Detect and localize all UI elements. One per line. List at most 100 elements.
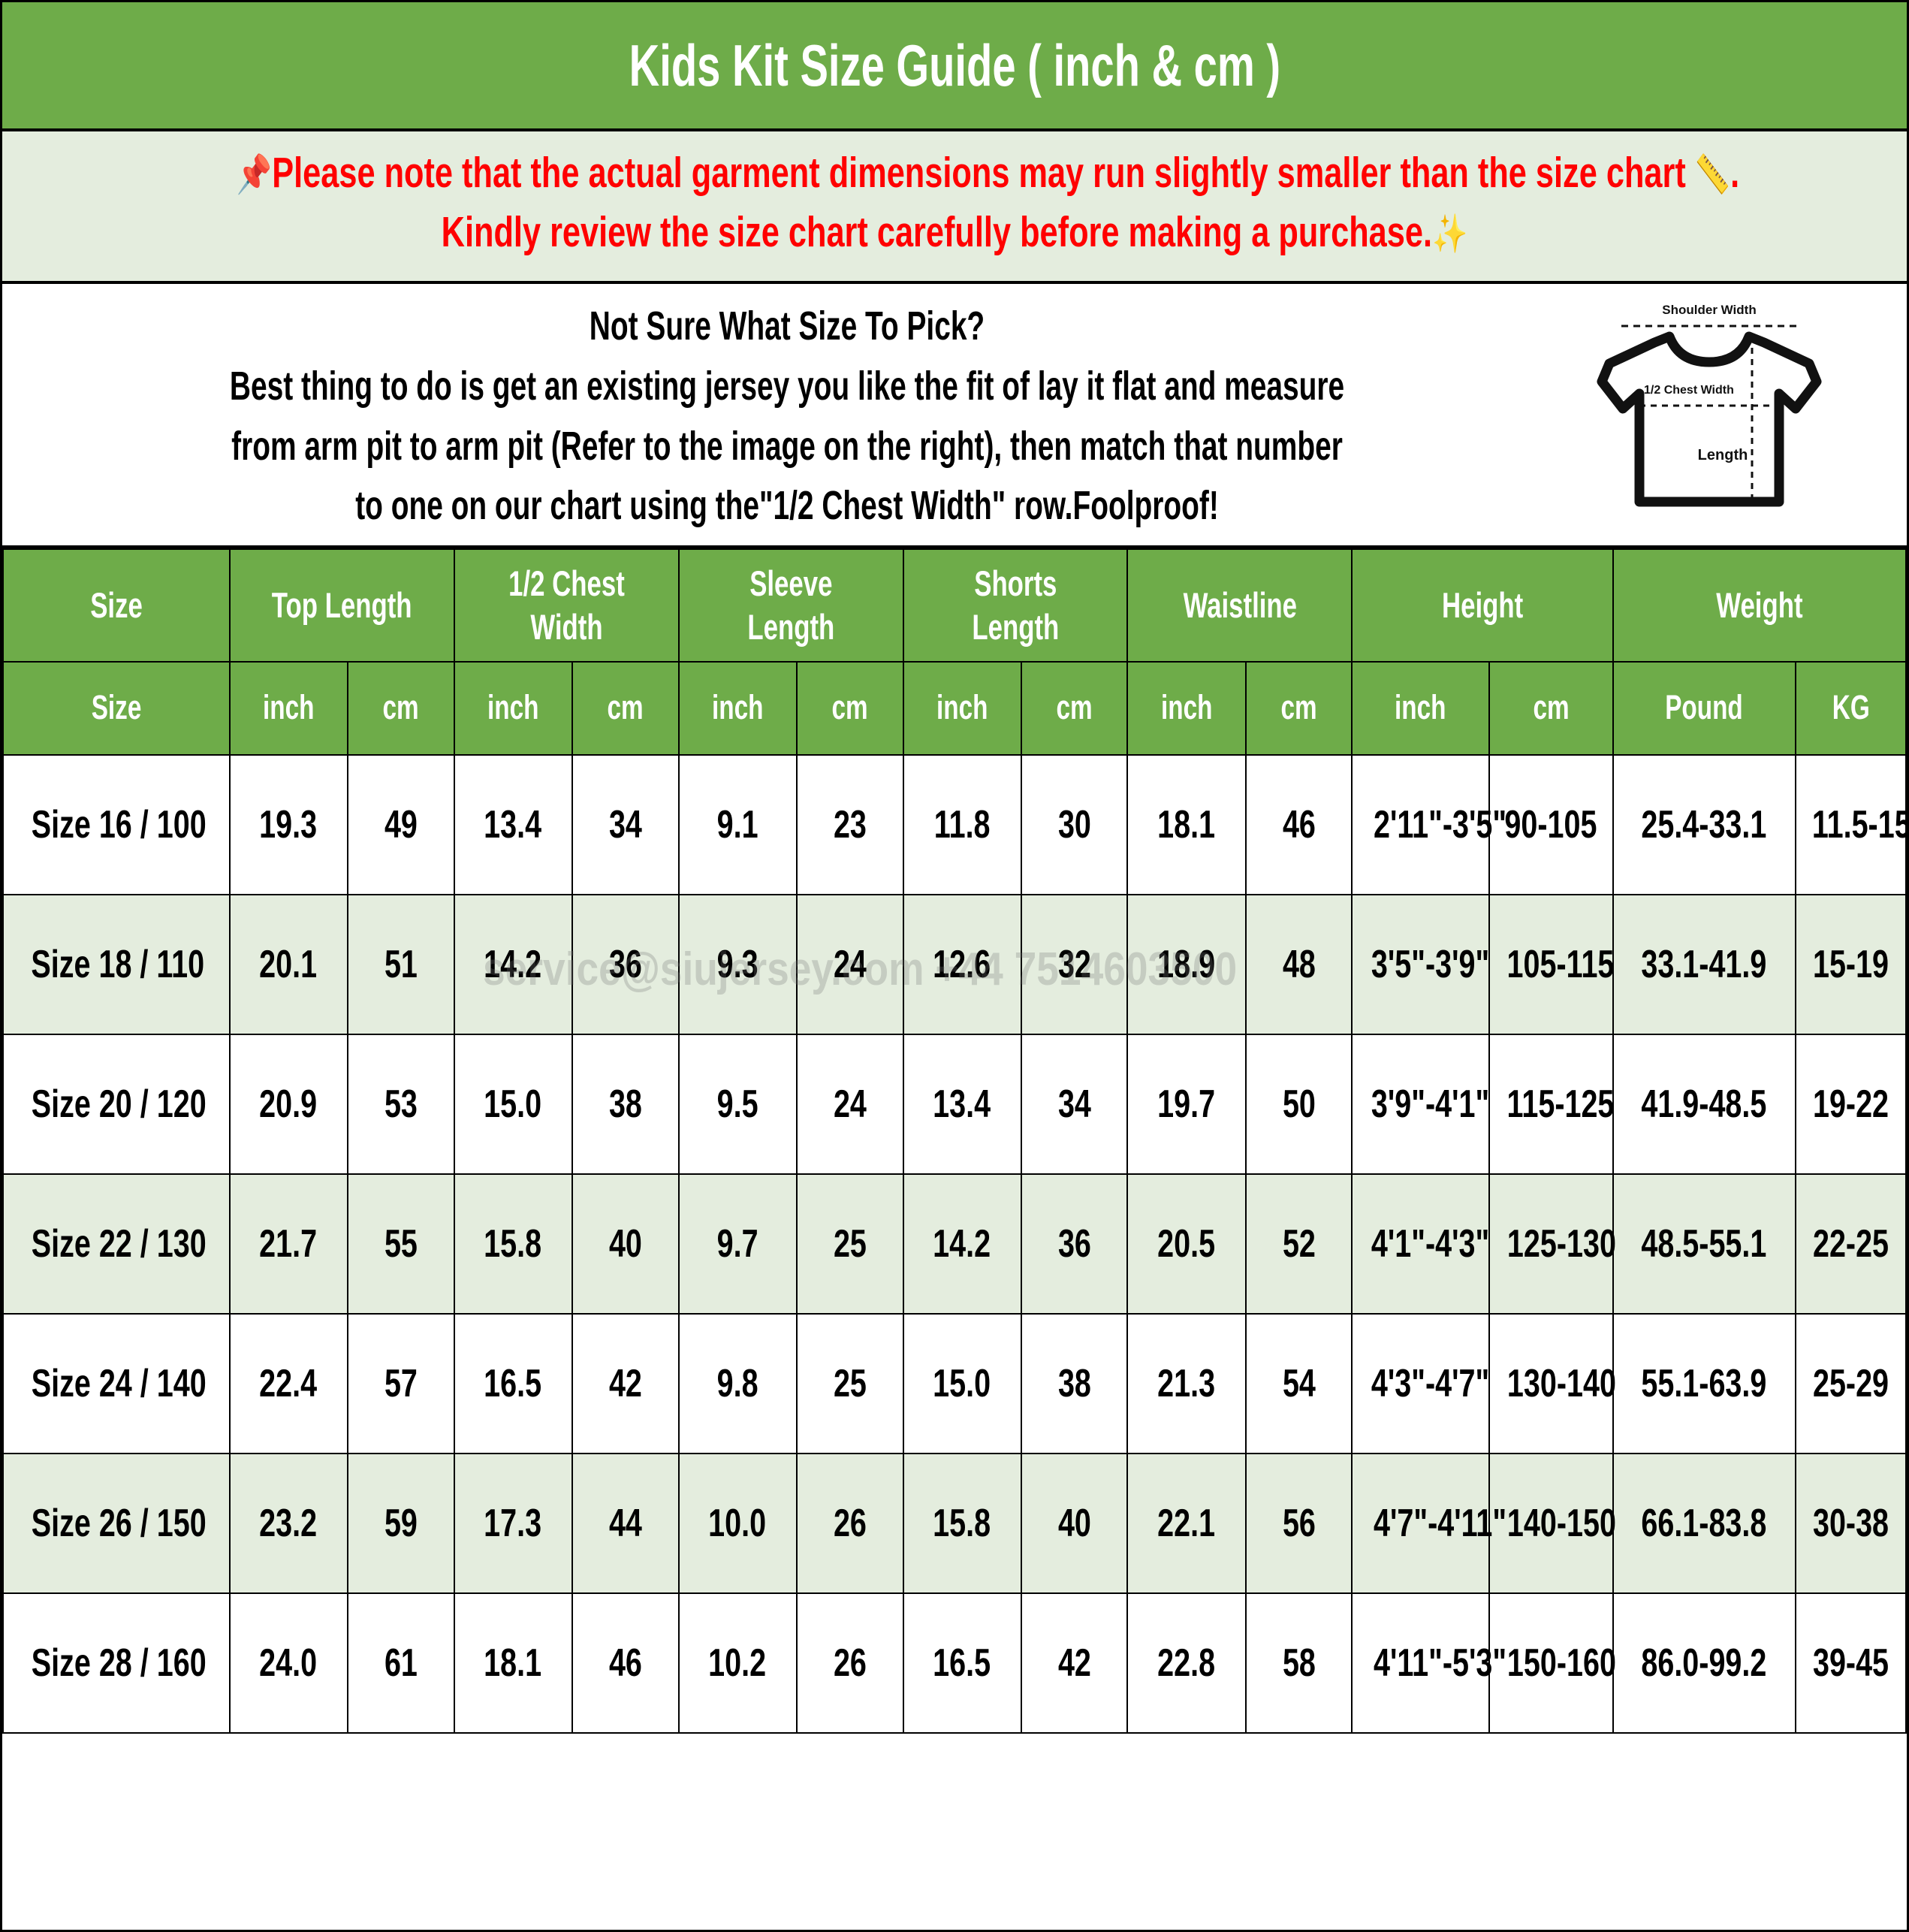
measure-cell: 19-22 [1794,1033,1907,1175]
measure-cell: 18.9 [1126,893,1247,1035]
unit-header-label: inch [936,688,988,727]
unit-header-10: cm [1244,660,1353,756]
measure-cell: 21.7 [228,1173,348,1315]
measure-cell: 33.1-41.9 [1612,893,1796,1035]
cell-value: 44 [608,1501,642,1545]
cell-value: 9.8 [716,1361,758,1405]
unit-header-3: inch [453,660,573,756]
measure-cell: 105-115 [1488,893,1615,1035]
cell-value: 12.6 [933,942,991,986]
cell-value: 46 [1282,802,1316,847]
measure-cell: 16.5 [902,1592,1022,1734]
help-section: Not Sure What Size To Pick? Best thing t… [2,283,1907,548]
cell-value: 51 [384,942,418,986]
measure-cell: 53 [346,1033,455,1175]
cell-value: 13.4 [933,1082,991,1126]
cell-value: 4'7"-4'11" [1374,1501,1507,1545]
measure-cell: 36 [1020,1173,1129,1315]
cell-value: 36 [608,942,642,986]
cell-value: 39-45 [1812,1641,1889,1685]
measure-cell: 15.0 [902,1312,1022,1454]
title-banner: Kids Kit Size Guide ( inch & cm ) [2,2,1907,131]
cell-value: 20.9 [259,1082,318,1126]
cell-value: 18.1 [1157,802,1216,847]
measure-cell: 49 [346,753,455,895]
measure-cell: 90-105 [1488,753,1614,895]
measure-cell: 115-125 [1488,1033,1615,1175]
measure-cell: 66.1-83.8 [1612,1452,1796,1594]
unit-header-label: cm [831,688,868,727]
table-row: Size 28 / 160 24.0 61 18.1 46 10.2 26 16.5 42 22.… [2,1592,1907,1734]
group-header-waistline: Waistline [1126,548,1353,663]
size-cell: Size 18 / 110 [2,893,231,1035]
cell-value: 54 [1282,1361,1316,1405]
cell-value: 32 [1057,942,1091,986]
measure-cell: 56 [1244,1452,1353,1594]
cell-value: 20.5 [1157,1221,1216,1266]
cell-value: 125-130 [1506,1221,1616,1266]
cell-value: 22-25 [1812,1221,1889,1266]
group-header-1-2-chest-width: 1/2 Chest Width [453,548,680,663]
measure-cell: 11.5-15 [1794,753,1907,895]
measure-cell: 13.4 [902,1033,1022,1175]
cell-value: 55.1-63.9 [1641,1361,1767,1405]
page-title: Kids Kit Size Guide ( inch & cm ) [629,32,1280,98]
measure-cell: 42 [571,1312,680,1454]
help-line-3: to one on our chart using the"1/2 Chest … [355,483,1219,529]
table-row: Size 18 / 110 20.1 51 14.2 36 9.3 24 12.6 32 18.9… [2,893,1907,1035]
measure-cell: 18.1 [453,1592,573,1734]
cell-value: 57 [384,1361,418,1405]
measure-cell: 9.1 [677,753,798,895]
unit-header-8: cm [1020,660,1129,756]
cell-value: 22.8 [1157,1641,1216,1685]
cell-value: 130-140 [1506,1361,1616,1405]
cell-value: 105-115 [1506,942,1615,986]
measure-cell: 40 [1020,1452,1129,1594]
size-cell: Size 28 / 160 [2,1592,231,1734]
unit-header-7: inch [902,660,1022,756]
unit-header-9: inch [1126,660,1247,756]
cell-value: 15.8 [484,1221,542,1266]
measure-cell: 150-160 [1488,1592,1616,1734]
cell-value: 2'11"-3'5" [1374,802,1507,847]
cell-value: 53 [384,1082,418,1126]
measure-cell: 125-130 [1488,1173,1616,1315]
measure-cell: 2'11"-3'5" [1351,753,1507,895]
group-header-top-length: Top Length [228,548,455,663]
cell-value: 56 [1282,1501,1316,1545]
cell-value: 42 [1057,1641,1091,1685]
cell-value: 24 [833,942,867,986]
unit-header-1: inch [228,660,348,756]
cell-value: 150-160 [1506,1641,1616,1685]
measure-cell: 24 [795,1033,904,1175]
size-cell: Size 16 / 100 [2,753,231,895]
cell-value: 115-125 [1506,1082,1615,1126]
measure-cell: 54 [1244,1312,1353,1454]
cell-value: 25 [833,1361,867,1405]
measure-cell: 9.3 [677,893,798,1035]
measure-cell: 38 [1020,1312,1129,1454]
unit-header-label: Size [91,688,142,727]
notice-line-1: 📌Please note that the actual garment dim… [237,148,1739,198]
measure-cell: 3'5"-3'9" [1351,893,1490,1035]
measure-cell: 10.0 [677,1452,798,1594]
cell-value: 52 [1282,1221,1316,1266]
measure-cell: 9.5 [677,1033,798,1175]
cell-value: 38 [1057,1361,1091,1405]
cell-value: 23.2 [259,1501,318,1545]
sparkles-icon: ✨ [1432,212,1468,256]
cell-value: 22.4 [259,1361,318,1405]
cell-value: 40 [608,1221,642,1266]
cell-value: 46 [608,1641,642,1685]
measure-cell: 18.1 [1126,753,1247,895]
measure-cell: 52 [1244,1173,1353,1315]
cell-value: 48 [1282,942,1316,986]
cell-value: Size 16 / 100 [31,802,207,847]
group-header-height: Height [1351,548,1614,663]
cell-value: 9.5 [716,1082,758,1126]
measure-cell: 24 [795,893,904,1035]
measure-cell: 48 [1244,893,1353,1035]
cell-value: 21.3 [1157,1361,1216,1405]
measure-cell: 12.6 [902,893,1022,1035]
